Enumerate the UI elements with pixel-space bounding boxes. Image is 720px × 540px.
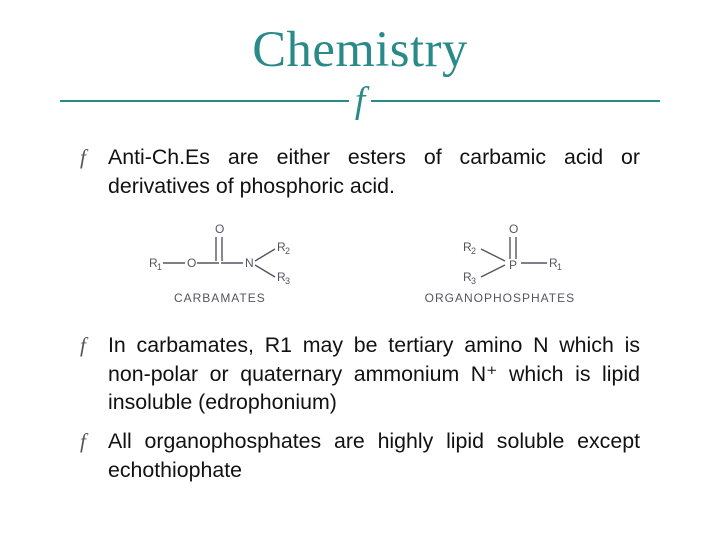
svg-text:O: O <box>215 222 224 236</box>
list-item: f All organophosphates are highly lipid … <box>80 427 640 485</box>
carbamate-diagram: R1 O O N R2 R3 <box>145 219 295 285</box>
organophosphate-diagram: P O R1 R2 R3 <box>425 219 575 285</box>
bullet-list-top: f Anti-Ch.Es are either esters of carbam… <box>60 143 660 201</box>
svg-text:3: 3 <box>285 276 290 285</box>
svg-text:2: 2 <box>471 246 476 256</box>
flourish-icon: f <box>355 82 365 119</box>
carbamate-label: CARBAMATES <box>174 291 266 305</box>
svg-text:P: P <box>509 258 517 272</box>
svg-text:1: 1 <box>157 262 162 272</box>
svg-text:2: 2 <box>285 246 290 256</box>
divider-line-right <box>371 100 660 102</box>
organophosphate-structure: P O R1 R2 R3 ORGANOPHOSPHATES <box>425 219 575 305</box>
organophosphate-label: ORGANOPHOSPHATES <box>425 291 575 305</box>
svg-text:3: 3 <box>471 276 476 285</box>
title-divider: f <box>60 82 660 119</box>
svg-text:1: 1 <box>557 262 562 272</box>
svg-text:O: O <box>509 222 518 236</box>
list-item: f Anti-Ch.Es are either esters of carbam… <box>80 143 640 201</box>
slide-container: Chemistry f f Anti-Ch.Es are either este… <box>0 0 720 540</box>
bullet-list-bottom: f In carbamates, R1 may be tertiary amin… <box>60 331 660 485</box>
list-item: f In carbamates, R1 may be tertiary amin… <box>80 331 640 417</box>
bullet-text: Anti-Ch.Es are either esters of carbamic… <box>108 145 640 198</box>
chemical-structures-row: R1 O O N R2 R3 CARBAMATES <box>80 219 640 305</box>
slide-title: Chemistry <box>60 20 660 78</box>
bullet-icon: f <box>80 143 86 172</box>
bullet-icon: f <box>80 331 86 360</box>
divider-line-left <box>60 100 349 102</box>
svg-text:O: O <box>187 256 196 270</box>
svg-text:N: N <box>245 256 254 270</box>
carbamate-structure: R1 O O N R2 R3 CARBAMATES <box>145 219 295 305</box>
bullet-text: All organophosphates are highly lipid so… <box>108 429 640 482</box>
bullet-text: In carbamates, R1 may be tertiary amino … <box>108 333 640 415</box>
bullet-icon: f <box>80 427 86 456</box>
